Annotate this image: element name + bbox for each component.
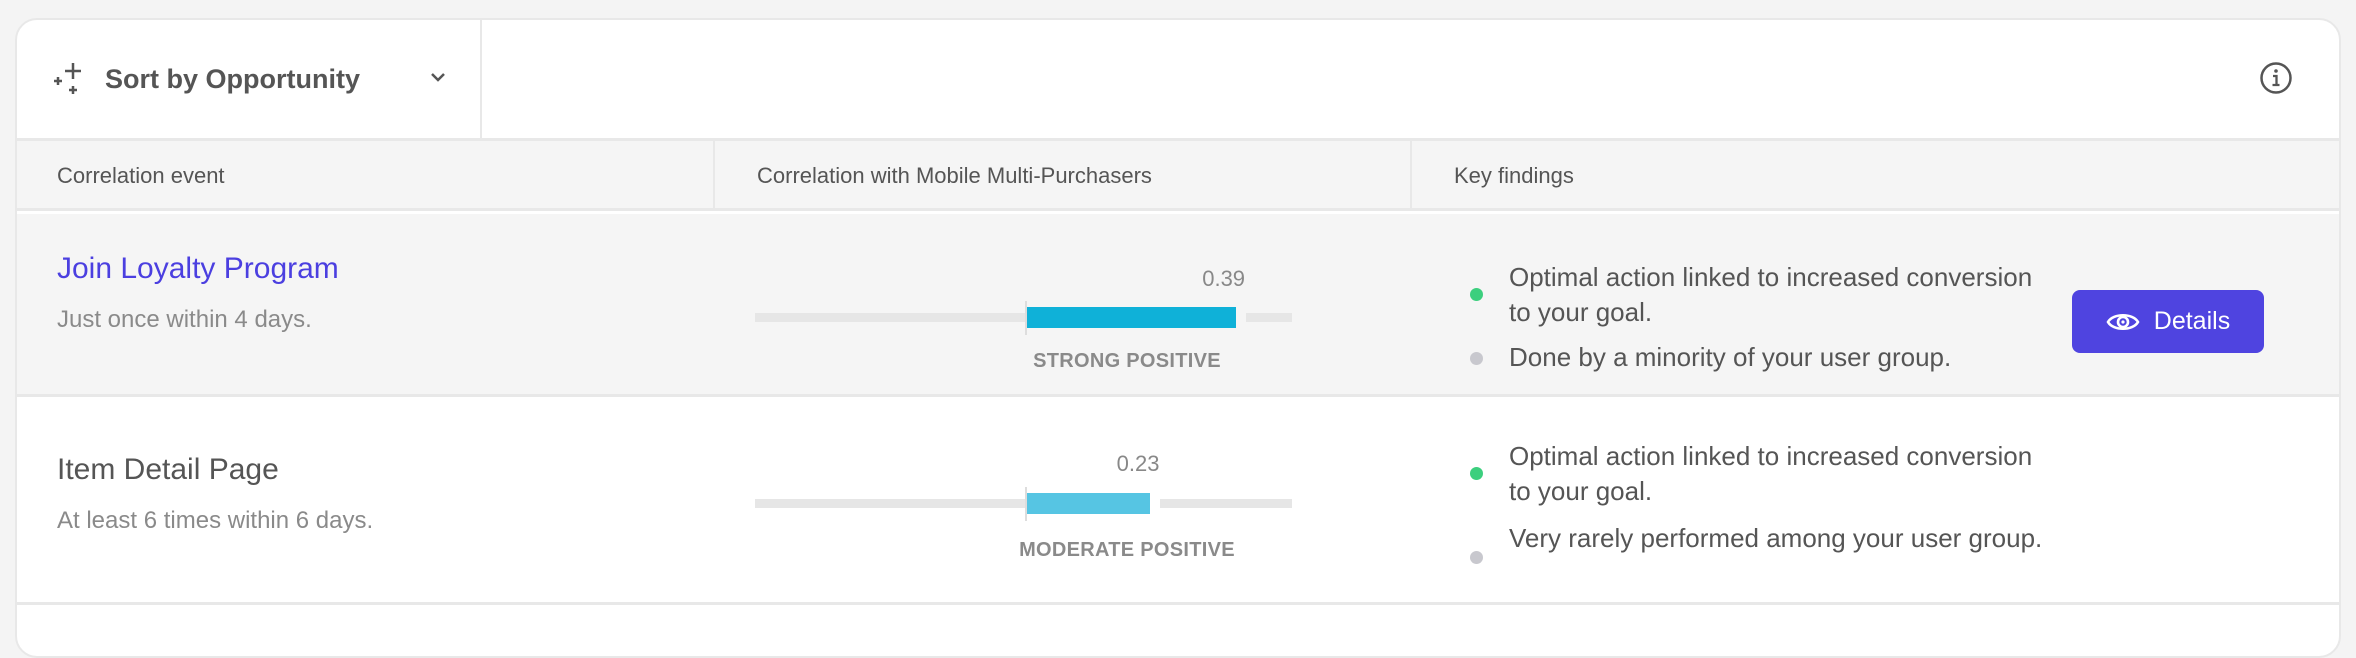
column-header-event: Correlation event (57, 163, 225, 188)
correlation-bar (1027, 307, 1236, 328)
details-button[interactable]: Details (2072, 290, 2264, 353)
toolbar: Sort by Opportunity (17, 20, 2339, 141)
sort-dropdown[interactable]: Sort by Opportunity (17, 20, 482, 138)
eye-icon (2106, 313, 2140, 330)
event-name-link[interactable]: Join Loyalty Program (57, 252, 339, 285)
bar-gap (1235, 313, 1246, 322)
table-row[interactable]: Item Detail Page At least 6 times within… (17, 397, 2339, 605)
details-label: Details (2153, 307, 2231, 335)
finding-text: Done by a minority of your user group. (1509, 342, 1952, 372)
correlation-strength: MODERATE POSITIVE (1019, 539, 1235, 561)
info-icon[interactable] (2259, 61, 2293, 95)
correlation-value: 0.23 (1116, 451, 1160, 476)
finding-status-dot (1470, 467, 1483, 480)
sort-label: Sort by Opportunity (105, 63, 360, 94)
zero-line (1025, 301, 1027, 335)
event-condition: At least 6 times within 6 days. (57, 507, 374, 534)
zero-line (1025, 487, 1027, 521)
correlation-strength: STRONG POSITIVE (1033, 350, 1221, 372)
event-condition: Just once within 4 days. (57, 306, 312, 333)
chevron-down-icon (431, 73, 445, 82)
finding-text: Optimal action linked to increased conve… (1509, 262, 2033, 327)
table-header: Correlation event Correlation with Mobil… (17, 141, 2339, 211)
finding-status-dot (1470, 352, 1483, 365)
event-name[interactable]: Item Detail Page (57, 453, 279, 486)
sparkle-icon (54, 63, 81, 94)
column-header-findings: Key findings (1454, 163, 1574, 188)
correlation-bar (1027, 493, 1151, 514)
finding-text: Very rarely performed among your user gr… (1509, 523, 2043, 553)
finding-status-dot (1470, 551, 1483, 564)
column-header-correlation: Correlation with Mobile Multi-Purchasers (757, 163, 1152, 188)
correlation-track (755, 499, 1292, 508)
column-divider (713, 141, 715, 211)
bar-gap (1150, 499, 1161, 508)
correlation-value: 0.39 (1202, 266, 1246, 291)
table-row[interactable]: Join Loyalty Program Just once within 4 … (17, 214, 2339, 397)
column-divider (1410, 141, 1412, 211)
finding-text: Optimal action linked to increased conve… (1509, 441, 2033, 506)
correlation-card: Sort by Opportunity Correlation event Co… (15, 18, 2341, 658)
finding-status-dot (1470, 288, 1483, 301)
correlation-track (755, 313, 1292, 322)
